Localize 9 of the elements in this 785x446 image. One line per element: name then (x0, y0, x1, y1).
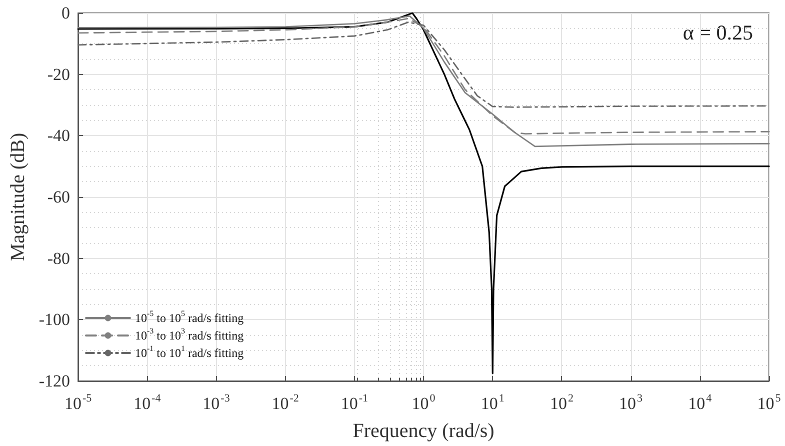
y-tick-label: -20 (47, 64, 70, 84)
y-tick-label: -60 (47, 188, 70, 206)
y-axis-title: Magnitude (dB) (7, 132, 29, 262)
y-tick-label: 0 (62, 4, 70, 22)
y-tick-label: -80 (47, 248, 70, 268)
y-tick-label: -40 (47, 126, 70, 146)
x-axis-title: Frequency (rad/s) (352, 420, 494, 442)
y-tick-label: -120 (38, 372, 70, 390)
y-tick-label: -100 (38, 310, 70, 330)
